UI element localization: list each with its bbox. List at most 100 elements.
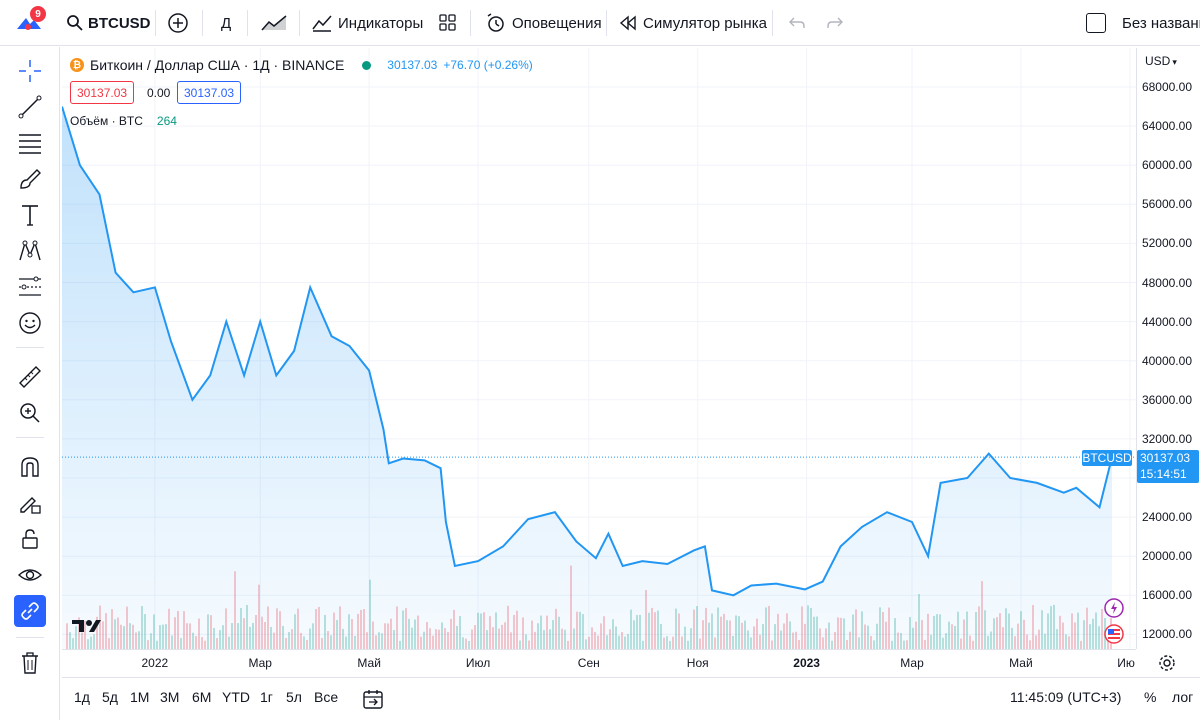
range-button[interactable]: 5д (102, 689, 118, 705)
market-open-icon (362, 60, 372, 70)
range-button[interactable]: 3M (160, 689, 180, 705)
currency-label: USD (1145, 54, 1171, 68)
time-tick-label: Май (1009, 656, 1033, 670)
forecast-tool[interactable] (14, 271, 46, 303)
unlock-icon (22, 529, 38, 549)
layout-name[interactable]: Без названия (1122, 14, 1200, 32)
price-line (62, 106, 1113, 597)
measure-tool[interactable] (14, 361, 46, 393)
range-button[interactable]: Все (314, 689, 339, 705)
user-avatar-icon (17, 18, 41, 30)
range-button[interactable]: 1M (130, 689, 150, 705)
undo-icon (789, 17, 805, 28)
price-tick-label: 16000.00 (1141, 588, 1192, 603)
time-tick-label: Мар (248, 656, 272, 670)
time-tick-label: 2022 (141, 656, 169, 670)
buy-price-button[interactable]: 30137.03 (177, 81, 242, 104)
alarm-clock-icon (487, 13, 504, 32)
events-lightning-icon[interactable] (1104, 598, 1124, 618)
us-flag-icon[interactable] (1104, 624, 1124, 644)
last-price-tag: 30137.03 15:14:51 (1137, 450, 1199, 483)
legend-title[interactable]: Биткоин / Доллар США · 1Д · BINANCE (90, 57, 345, 73)
volume-label[interactable]: Объём · BTC (70, 114, 143, 128)
range-button[interactable]: 5л (286, 689, 302, 705)
bar-countdown: 15:14:51 (1140, 467, 1187, 481)
price-tick-label: 20000.00 (1141, 549, 1192, 564)
price-tick-label: 60000.00 (1141, 158, 1192, 173)
price-chart[interactable] (62, 48, 1136, 649)
chevron-down-icon: ▾ (1172, 57, 1177, 67)
brush-icon (20, 169, 41, 189)
layout-checkbox[interactable] (1086, 0, 1106, 46)
price-tick-label: 44000.00 (1141, 314, 1192, 329)
alerts-button[interactable]: Оповещения (485, 0, 602, 46)
notification-badge: 9 (30, 6, 46, 22)
log-toggle[interactable]: лог (1172, 689, 1194, 705)
price-tick-label: 32000.00 (1141, 431, 1192, 446)
currency-selector[interactable]: USD ▾ (1145, 54, 1177, 68)
time-tick-label: Сен (577, 656, 600, 670)
trend-line-tool[interactable] (14, 91, 46, 123)
price-tick-label: 52000.00 (1141, 236, 1192, 251)
zoom-tool[interactable] (14, 397, 46, 429)
range-button[interactable]: 1д (74, 689, 90, 705)
crosshair-tool[interactable] (14, 55, 46, 87)
trash-icon (22, 652, 38, 674)
rewind-icon (619, 15, 636, 31)
magnet-tool[interactable] (14, 451, 46, 483)
range-button[interactable]: YTD (222, 689, 250, 705)
time-axis[interactable]: 2022 Мар Май Июл Сен Ноя 2023 Мар Май Ию (62, 649, 1136, 677)
price-tick-label: 56000.00 (1141, 197, 1192, 212)
icons-tool[interactable] (14, 307, 46, 339)
redo-icon (827, 17, 843, 28)
remove-drawings-tool[interactable] (14, 647, 46, 679)
price-tick-label: 36000.00 (1141, 392, 1192, 407)
indicators-label: Индикаторы (338, 14, 424, 32)
interval-button[interactable]: Д (221, 14, 232, 32)
compare-symbol-button[interactable] (167, 0, 189, 46)
pattern-tool[interactable] (14, 235, 46, 267)
text-icon (22, 205, 38, 226)
text-tool[interactable] (14, 199, 46, 231)
stay-in-drawing-tool[interactable] (14, 487, 46, 519)
chart-style-button[interactable] (260, 0, 288, 46)
goto-date-button[interactable] (362, 688, 384, 715)
volume-legend: Объём · BTC 264 (70, 114, 177, 128)
bitcoin-icon: ₿ (70, 58, 84, 72)
replay-button[interactable]: Симулятор рынка (618, 0, 767, 46)
chart-legend: ₿ Биткоин / Доллар США · 1Д · BINANCE 30… (70, 56, 533, 74)
fib-tool[interactable] (14, 127, 46, 159)
price-axis[interactable]: USD ▾ 68000.00 64000.00 60000.00 56000.00 520… (1136, 48, 1200, 649)
hide-drawings-tool[interactable] (14, 559, 46, 591)
indicators-button[interactable]: Индикаторы (311, 0, 423, 46)
redo-button[interactable] (826, 0, 844, 46)
zoom-in-icon (20, 403, 40, 423)
price-tick-label: 24000.00 (1141, 510, 1192, 525)
area-chart-icon (261, 15, 287, 31)
tradingview-logo[interactable] (72, 620, 101, 632)
percent-toggle[interactable]: % (1144, 689, 1157, 705)
timezone-clock[interactable]: 11:45:09 (UTC+3) (1010, 689, 1122, 705)
price-tick-label: 48000.00 (1141, 275, 1192, 290)
user-menu-button[interactable] (14, 0, 44, 46)
price-tick-label: 12000.00 (1141, 627, 1192, 642)
range-button[interactable]: 6M (192, 689, 212, 705)
bottom-toolbar: 11:45:09 (UTC+3) % лог 1д 5д 1M 3M 6M YTD 1г 5л… (62, 677, 1200, 720)
range-button[interactable]: 1г (260, 689, 273, 705)
sync-drawings-tool[interactable] (14, 595, 46, 627)
last-price-value: 30137.03 (1140, 451, 1191, 465)
plus-circle-icon (168, 13, 188, 33)
symbol-label: BTCUSD (88, 14, 151, 32)
undo-button[interactable] (788, 0, 806, 46)
symbol-search-button[interactable]: BTCUSD (66, 0, 151, 46)
lock-drawings-tool[interactable] (14, 523, 46, 555)
pencil-lock-icon (20, 497, 41, 514)
brush-tool[interactable] (14, 163, 46, 195)
forecast-icon (19, 276, 41, 296)
templates-button[interactable] (438, 0, 458, 46)
settings-button[interactable] (1158, 654, 1176, 677)
calendar-icon (363, 690, 383, 709)
templates-grid-icon (439, 14, 456, 31)
sell-price-button[interactable]: 30137.03 (70, 81, 135, 104)
crosshair-icon (19, 60, 41, 82)
